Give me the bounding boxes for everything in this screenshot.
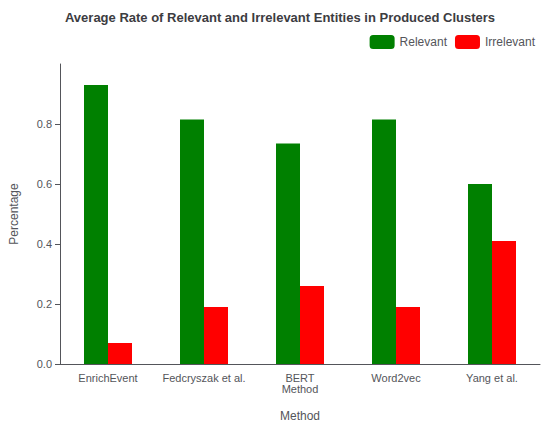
svg-text:EnrichEvent: EnrichEvent bbox=[78, 372, 137, 384]
svg-text:Word2vec: Word2vec bbox=[371, 372, 421, 384]
svg-text:Fedcryszak et al.: Fedcryszak et al. bbox=[162, 372, 245, 384]
svg-text:Yang et al.: Yang et al. bbox=[466, 372, 518, 384]
svg-text:Irrelevant: Irrelevant bbox=[485, 35, 536, 49]
svg-text:0.2: 0.2 bbox=[37, 298, 52, 310]
svg-text:Average Rate of Relevant and I: Average Rate of Relevant and Irrelevant … bbox=[65, 10, 495, 25]
svg-text:BERT: BERT bbox=[285, 371, 315, 384]
svg-text:Relevant: Relevant bbox=[400, 35, 448, 49]
svg-text:Percentage: Percentage bbox=[7, 183, 21, 245]
svg-text:0.0: 0.0 bbox=[37, 358, 52, 370]
svg-text:0.8: 0.8 bbox=[37, 118, 52, 130]
svg-text:0.6: 0.6 bbox=[37, 178, 52, 190]
svg-text:Method: Method bbox=[282, 383, 319, 395]
svg-text:0.4: 0.4 bbox=[37, 238, 52, 250]
svg-text:Method: Method bbox=[280, 409, 320, 423]
